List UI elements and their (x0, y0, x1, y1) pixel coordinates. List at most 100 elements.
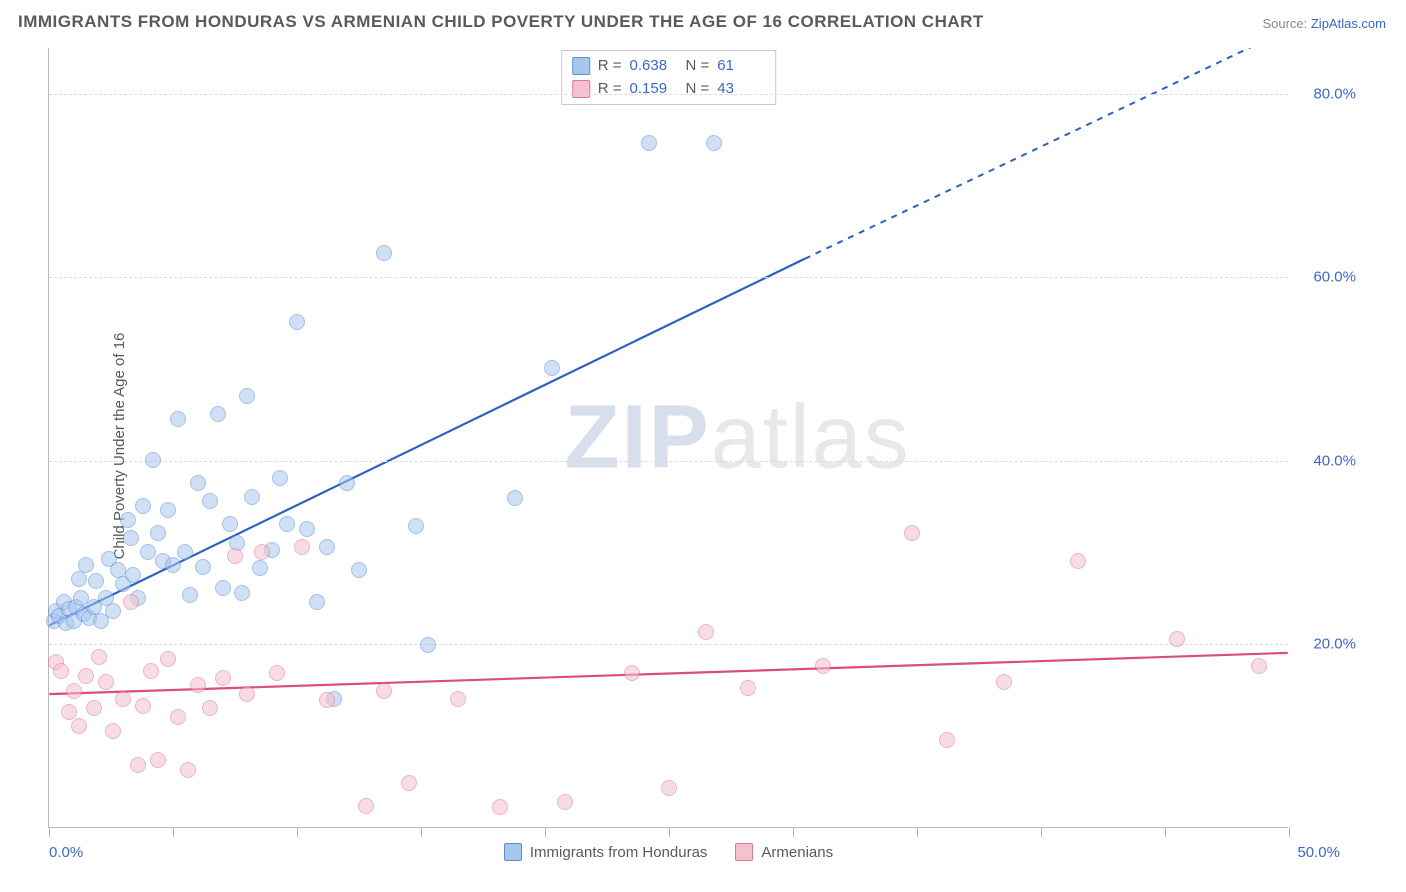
n-label: N = (686, 55, 710, 78)
data-point-honduras (210, 406, 226, 422)
swatch-armenians (572, 80, 590, 98)
data-point-honduras (339, 475, 355, 491)
xtick (793, 827, 794, 837)
legend-stats-row-honduras: R = 0.638 N = 61 (572, 55, 766, 78)
ytick-label: 80.0% (1313, 85, 1356, 102)
data-point-honduras (165, 557, 181, 573)
n-label: N = (686, 78, 710, 101)
xtick (421, 827, 422, 837)
data-point-armenians (1169, 631, 1185, 647)
ytick-label: 20.0% (1313, 636, 1356, 653)
data-point-armenians (624, 665, 640, 681)
data-point-armenians (904, 525, 920, 541)
data-point-armenians (160, 651, 176, 667)
data-point-armenians (376, 683, 392, 699)
data-point-armenians (254, 544, 270, 560)
data-point-armenians (98, 674, 114, 690)
ytick-label: 40.0% (1313, 452, 1356, 469)
data-point-honduras (544, 360, 560, 376)
data-point-armenians (66, 683, 82, 699)
data-point-honduras (420, 637, 436, 653)
xtick (297, 827, 298, 837)
swatch-armenians-bottom (735, 843, 753, 861)
data-point-honduras (252, 560, 268, 576)
data-point-armenians (698, 624, 714, 640)
data-point-honduras (135, 498, 151, 514)
xtick (1165, 827, 1166, 837)
watermark-zip: ZIP (565, 387, 711, 487)
source-credit: Source: ZipAtlas.com (1262, 16, 1386, 31)
n-value-honduras: 61 (717, 55, 765, 78)
data-point-honduras (150, 525, 166, 541)
legend-item-armenians: Armenians (735, 843, 833, 861)
data-point-armenians (996, 674, 1012, 690)
data-point-honduras (222, 516, 238, 532)
xtick-label-max: 50.0% (1297, 844, 1340, 861)
data-point-honduras (88, 573, 104, 589)
data-point-honduras (170, 411, 186, 427)
data-point-honduras (244, 489, 260, 505)
data-point-honduras (195, 559, 211, 575)
data-point-honduras (140, 544, 156, 560)
data-point-honduras (105, 603, 121, 619)
gridline-h (49, 94, 1288, 95)
data-point-honduras (272, 470, 288, 486)
data-point-honduras (123, 530, 139, 546)
legend-label-honduras: Immigrants from Honduras (530, 844, 708, 861)
swatch-honduras (572, 57, 590, 75)
data-point-armenians (135, 698, 151, 714)
data-point-armenians (105, 723, 121, 739)
data-point-armenians (1070, 553, 1086, 569)
r-label: R = (598, 55, 622, 78)
gridline-h (49, 644, 1288, 645)
data-point-armenians (450, 691, 466, 707)
swatch-honduras-bottom (504, 843, 522, 861)
data-point-armenians (86, 700, 102, 716)
data-point-honduras (120, 512, 136, 528)
plot-area: ZIPatlas R = 0.638 N = 61 R = 0.159 N = … (48, 48, 1288, 828)
data-point-honduras (78, 557, 94, 573)
data-point-armenians (143, 663, 159, 679)
data-point-armenians (91, 649, 107, 665)
data-point-honduras (160, 502, 176, 518)
legend-label-armenians: Armenians (761, 844, 833, 861)
data-point-honduras (190, 475, 206, 491)
xtick (49, 827, 50, 837)
xtick (1041, 827, 1042, 837)
data-point-armenians (319, 692, 335, 708)
data-point-armenians (740, 680, 756, 696)
xtick (917, 827, 918, 837)
data-point-armenians (215, 670, 231, 686)
data-point-honduras (408, 518, 424, 534)
data-point-armenians (492, 799, 508, 815)
source-link[interactable]: ZipAtlas.com (1311, 16, 1386, 31)
r-label: R = (598, 78, 622, 101)
data-point-armenians (294, 539, 310, 555)
data-point-honduras (376, 245, 392, 261)
data-point-honduras (71, 571, 87, 587)
data-point-honduras (309, 594, 325, 610)
data-point-armenians (115, 691, 131, 707)
data-point-armenians (53, 663, 69, 679)
xtick-label-min: 0.0% (49, 844, 83, 861)
data-point-honduras (202, 493, 218, 509)
legend-item-honduras: Immigrants from Honduras (504, 843, 708, 861)
r-value-armenians: 0.159 (630, 78, 678, 101)
data-point-honduras (706, 135, 722, 151)
xtick (545, 827, 546, 837)
data-point-armenians (815, 658, 831, 674)
xtick (1289, 827, 1290, 837)
r-value-honduras: 0.638 (630, 55, 678, 78)
data-point-honduras (319, 539, 335, 555)
data-point-armenians (661, 780, 677, 796)
data-point-honduras (507, 490, 523, 506)
data-point-armenians (202, 700, 218, 716)
data-point-honduras (182, 587, 198, 603)
data-point-honduras (351, 562, 367, 578)
data-point-armenians (71, 718, 87, 734)
watermark: ZIPatlas (565, 386, 911, 489)
gridline-h (49, 461, 1288, 462)
data-point-armenians (1251, 658, 1267, 674)
chart-title: IMMIGRANTS FROM HONDURAS VS ARMENIAN CHI… (18, 12, 984, 32)
data-point-honduras (279, 516, 295, 532)
